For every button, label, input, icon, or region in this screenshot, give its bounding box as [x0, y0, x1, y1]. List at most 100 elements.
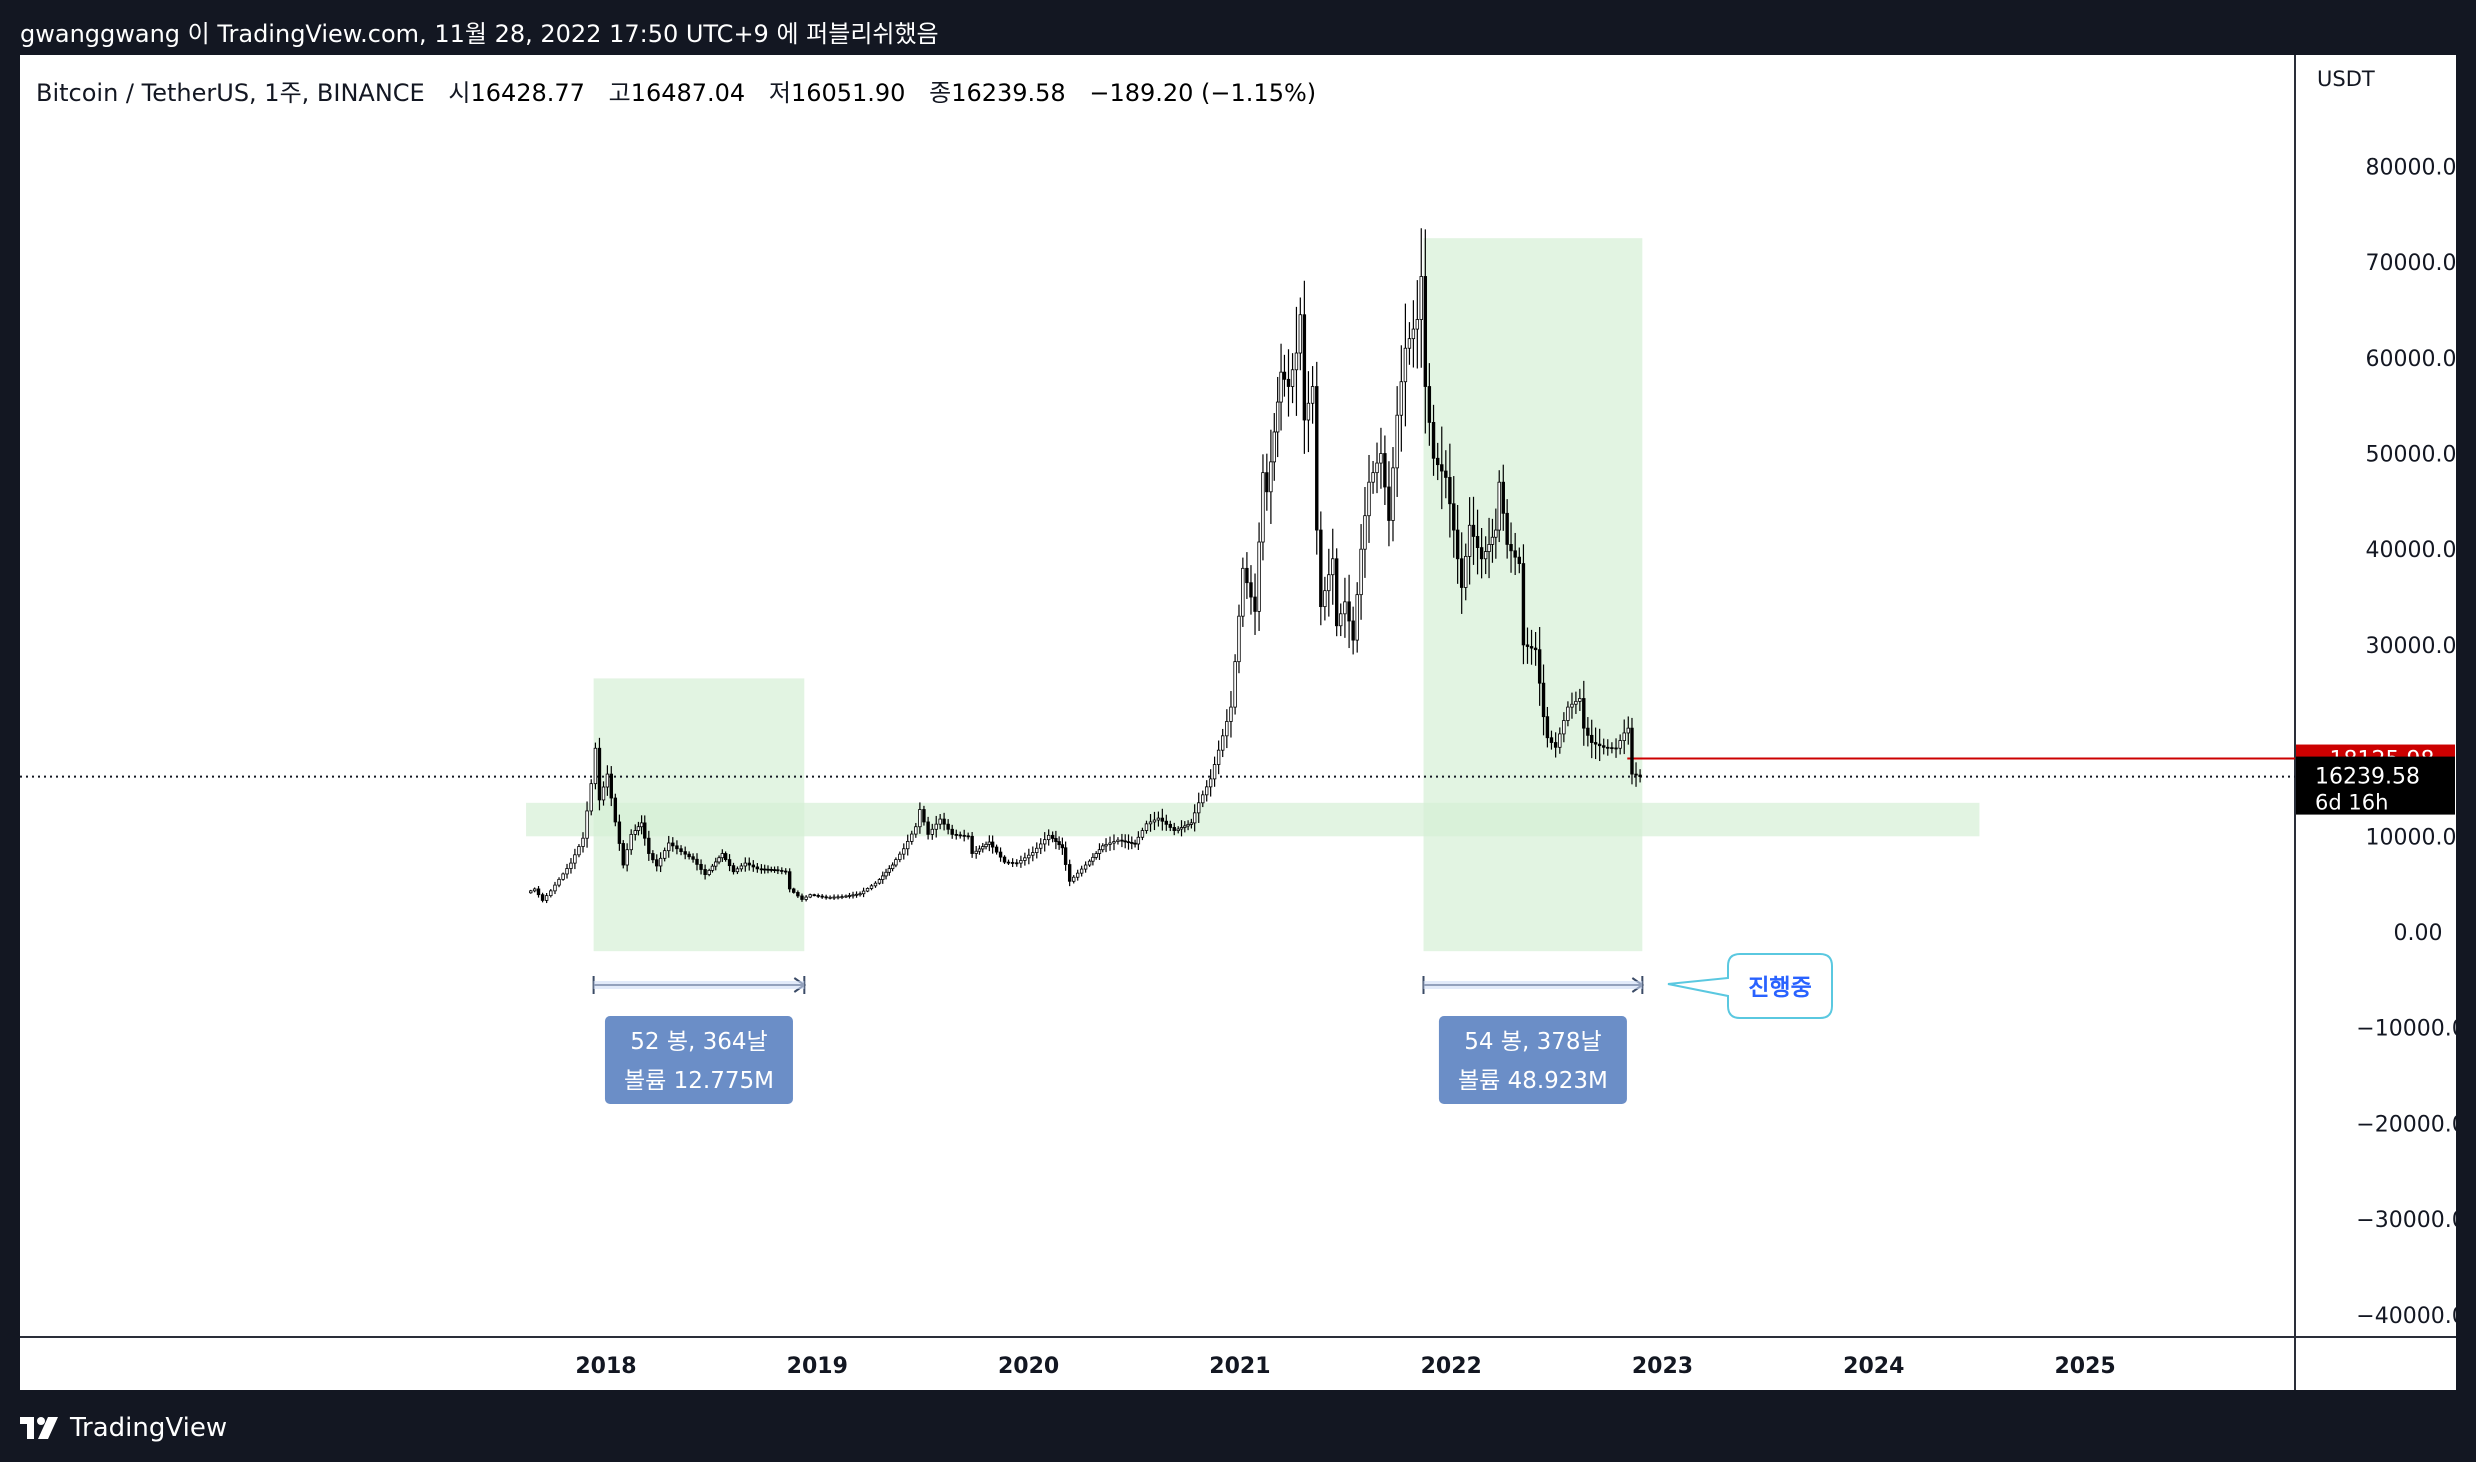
candle-body: [780, 870, 784, 872]
candle-body: [954, 833, 958, 836]
candle-body: [1578, 698, 1582, 702]
candle-body: [1483, 551, 1488, 560]
candle-body: [1002, 856, 1007, 863]
candle-body: [1019, 860, 1023, 864]
candle-body: [549, 890, 553, 897]
candle-body: [1517, 556, 1522, 564]
candle-body: [914, 826, 918, 835]
candle-body: [1371, 472, 1375, 483]
x-tick-label: 2021: [1209, 1354, 1270, 1379]
legend-close: 16239.58: [951, 79, 1066, 107]
candle-body: [1261, 472, 1265, 543]
candle-body: [958, 834, 962, 837]
candle-body: [679, 848, 683, 853]
candle-body: [1043, 839, 1047, 845]
candle-body: [994, 846, 999, 853]
candle-body: [1298, 314, 1303, 354]
candle-body: [609, 773, 613, 799]
legend-open: 16428.77: [470, 79, 585, 107]
legend-change: −189.20 (−1.15%): [1089, 79, 1317, 107]
candle-body: [1083, 864, 1088, 870]
candle-body: [621, 843, 625, 866]
candle-body: [861, 890, 866, 895]
candle-body: [836, 896, 840, 899]
candle-body: [1039, 843, 1043, 849]
candle-body: [1367, 481, 1371, 517]
candle-body: [873, 882, 878, 887]
candle-body: [1513, 550, 1517, 558]
candle-body: [1282, 371, 1287, 380]
candle-body: [1440, 464, 1444, 472]
candle-body: [569, 862, 573, 869]
candle-body: [1067, 864, 1072, 882]
y-tick-label: −20000.00: [2356, 1112, 2456, 1137]
candle-body: [597, 747, 602, 801]
candle-body: [1419, 276, 1423, 320]
candle-body: [877, 879, 882, 884]
candle-body: [1525, 644, 1530, 647]
last-price-text: 16239.58: [2315, 765, 2420, 790]
candle-body: [792, 888, 796, 893]
candle-body: [1183, 825, 1187, 828]
candle-body: [1269, 461, 1273, 493]
candle-body: [808, 894, 812, 898]
candle-body: [1614, 747, 1618, 750]
candle-body: [1562, 720, 1566, 735]
candle-body: [577, 846, 581, 856]
candle-body: [723, 853, 728, 860]
candle-body: [1176, 828, 1180, 831]
candle-body: [1063, 847, 1068, 865]
candle-body: [1101, 845, 1105, 851]
candle-body: [1448, 477, 1452, 505]
candle-body: [851, 894, 855, 897]
candle-body: [739, 865, 744, 870]
candle-body: [710, 865, 715, 871]
candle-body: [1010, 862, 1015, 864]
candle-body: [1618, 740, 1622, 749]
candle-body: [1327, 574, 1331, 592]
candle-body: [898, 853, 902, 860]
candle-body: [636, 826, 641, 831]
candle-body: [1444, 470, 1448, 478]
candle-body: [1208, 778, 1213, 788]
candle-body: [1452, 503, 1456, 531]
candle-body: [918, 809, 922, 828]
candle-body: [589, 783, 593, 812]
candle-body: [1497, 481, 1501, 531]
candle-body: [840, 896, 844, 898]
candle-body: [633, 830, 637, 835]
range-fill-0: [593, 981, 805, 989]
candle-body: [613, 797, 618, 823]
candle-body: [1634, 773, 1638, 776]
candle-body: [800, 895, 804, 900]
candle-body: [887, 868, 892, 873]
candle-body: [1006, 861, 1011, 864]
tradingview-brand[interactable]: TradingView: [20, 1408, 227, 1448]
candle-body: [998, 851, 1003, 858]
candle-body: [536, 888, 541, 896]
candle-body: [1606, 746, 1610, 749]
candle-body: [1027, 854, 1031, 859]
candle-body: [847, 895, 852, 897]
candle-body: [1549, 737, 1554, 743]
candle-body: [671, 842, 675, 847]
x-tick-label: 2018: [575, 1354, 636, 1379]
candle-body: [720, 853, 725, 859]
chart-panel[interactable]: 52 봉, 364날 볼륨 12.775M 54 봉, 378날 볼륨 48.923M…: [20, 55, 2456, 1390]
candle-body: [946, 823, 950, 830]
candle-body: [1172, 827, 1176, 831]
candle-body: [881, 875, 885, 880]
range-label-box-0: [604, 1016, 793, 1104]
candle-body: [824, 896, 828, 899]
candle-body: [1541, 682, 1546, 718]
legend-symbol[interactable]: Bitcoin / TetherUS, 1주, BINANCE: [36, 79, 425, 107]
candle-body: [1023, 857, 1027, 861]
candle-body: [950, 828, 954, 835]
candle-body: [714, 861, 718, 867]
chart-legend: Bitcoin / TetherUS, 1주, BINANCE 시16428.7…: [36, 73, 1316, 108]
candle-body: [1186, 824, 1190, 827]
candle-body: [1467, 524, 1472, 557]
candle-body: [1120, 839, 1124, 842]
callout-bubble: [1667, 953, 1833, 1019]
